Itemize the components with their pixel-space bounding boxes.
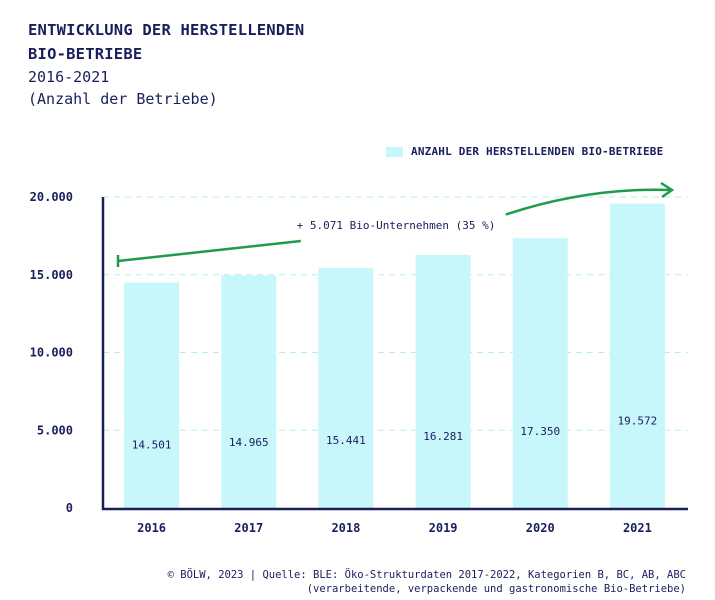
source-note: © BÖLW, 2023 | Quelle: BLE: Öko-Struktur… [168, 568, 686, 596]
legend-swatch [386, 146, 403, 157]
x-tick-label: 2019 [429, 521, 458, 535]
growth-arrow-end [505, 188, 673, 216]
y-tick-label: 0 [66, 501, 73, 515]
growth-annotation-label: + 5.071 Bio-Unternehmen (35 %) [297, 219, 496, 232]
chart-title: ENTWICKLUNG DER HERSTELLENDEN BIO-BETRIE… [28, 18, 304, 66]
bar [124, 282, 180, 508]
bar-value-label: 14.965 [229, 436, 269, 449]
x-tick-label: 2021 [623, 521, 652, 535]
bar-value-label: 17.350 [520, 425, 560, 438]
bar-value-label: 14.501 [132, 438, 172, 451]
chart-title-line-2: BIO-BETRIEBE [28, 45, 143, 63]
y-tick-label: 15.000 [30, 268, 73, 282]
x-tick-label: 2016 [137, 521, 166, 535]
x-tick-label: 2020 [526, 521, 555, 535]
bar [221, 275, 277, 508]
growth-arrow-head [660, 181, 675, 199]
bar [415, 254, 471, 508]
chart-title-line-1: ENTWICKLUNG DER HERSTELLENDEN [28, 21, 305, 39]
growth-arrow-start [117, 239, 301, 263]
chart-legend: ANZAHL DER HERSTELLENDEN BIO-BETRIEBE [386, 145, 663, 158]
subtitle-unit: (Anzahl der Betriebe) [28, 90, 218, 108]
y-tick-label: 5.000 [37, 423, 73, 437]
chart-subtitle: 2016-2021 (Anzahl der Betriebe) [28, 66, 218, 110]
y-tick-label: 20.000 [30, 190, 73, 204]
subtitle-years: 2016-2021 [28, 68, 110, 86]
bar [512, 238, 568, 508]
source-line-1: © BÖLW, 2023 | Quelle: BLE: Öko-Struktur… [167, 569, 686, 581]
x-tick-label: 2017 [234, 521, 263, 535]
bar [318, 267, 374, 508]
bar [609, 203, 665, 508]
x-tick-label: 2018 [331, 521, 360, 535]
bar-value-label: 15.441 [326, 434, 366, 447]
bar-value-label: 19.572 [618, 415, 658, 428]
source-line-2: (verarbeitende, verpackende und gastrono… [306, 583, 686, 595]
bar-value-label: 16.281 [423, 430, 463, 443]
legend-label: ANZAHL DER HERSTELLENDEN BIO-BETRIEBE [411, 145, 664, 158]
y-tick-label: 10.000 [30, 346, 73, 360]
